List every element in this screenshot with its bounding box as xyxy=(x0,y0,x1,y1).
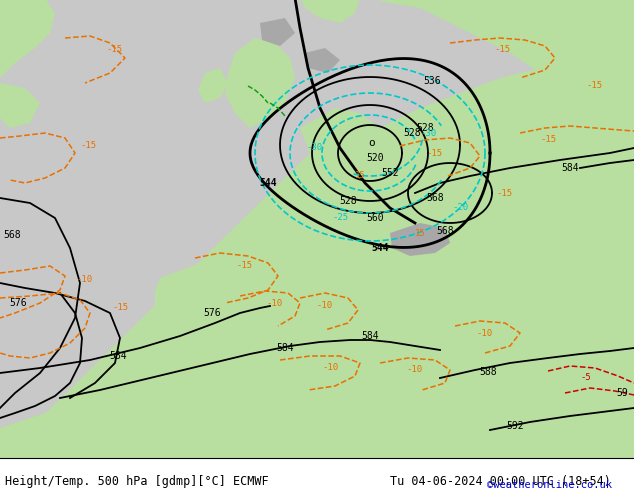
Polygon shape xyxy=(300,0,360,23)
Polygon shape xyxy=(305,48,340,73)
Text: 588: 588 xyxy=(479,367,497,377)
Text: -10: -10 xyxy=(477,328,493,338)
Polygon shape xyxy=(260,18,295,46)
Polygon shape xyxy=(225,38,295,128)
Text: 544: 544 xyxy=(259,178,277,188)
Text: -30: -30 xyxy=(307,144,323,152)
Text: 568: 568 xyxy=(426,193,444,203)
Polygon shape xyxy=(0,83,40,128)
Polygon shape xyxy=(198,68,228,103)
Text: Height/Temp. 500 hPa [gdmp][°C] ECMWF: Height/Temp. 500 hPa [gdmp][°C] ECMWF xyxy=(5,474,269,488)
Text: -30: -30 xyxy=(420,128,436,138)
Text: 520: 520 xyxy=(366,153,384,163)
Text: -15: -15 xyxy=(80,142,96,150)
Text: 59: 59 xyxy=(616,388,628,398)
Text: 544: 544 xyxy=(371,243,389,253)
Text: 584: 584 xyxy=(109,351,127,361)
Text: -25: -25 xyxy=(332,214,348,222)
Text: 584: 584 xyxy=(561,163,579,173)
Text: 528: 528 xyxy=(416,123,434,133)
Text: 15: 15 xyxy=(415,228,425,238)
Polygon shape xyxy=(370,0,634,118)
Text: -10: -10 xyxy=(322,364,338,372)
Text: 576: 576 xyxy=(9,298,27,308)
Text: 528: 528 xyxy=(403,128,421,138)
Text: 15: 15 xyxy=(354,172,365,180)
Text: -15: -15 xyxy=(540,136,556,145)
Text: -15: -15 xyxy=(497,189,513,197)
Polygon shape xyxy=(390,223,450,256)
Text: 576: 576 xyxy=(203,308,221,318)
Text: 528: 528 xyxy=(339,196,357,206)
Text: Tu 04-06-2024 00:00 UTC (18+54): Tu 04-06-2024 00:00 UTC (18+54) xyxy=(390,474,611,488)
Polygon shape xyxy=(300,108,380,163)
Text: 584: 584 xyxy=(276,343,294,353)
Text: -15: -15 xyxy=(587,81,603,91)
Text: 536: 536 xyxy=(423,76,441,86)
Text: o: o xyxy=(368,138,375,148)
Text: -10: -10 xyxy=(77,275,93,285)
Text: -15: -15 xyxy=(495,46,511,54)
Text: -10: -10 xyxy=(267,298,283,308)
Text: ©weatheronline.co.uk: ©weatheronline.co.uk xyxy=(487,480,612,490)
Text: -10: -10 xyxy=(407,366,423,374)
Polygon shape xyxy=(265,183,450,298)
Text: -15: -15 xyxy=(107,46,123,54)
Text: 584: 584 xyxy=(361,331,378,341)
Polygon shape xyxy=(0,48,634,458)
Text: -10: -10 xyxy=(317,301,333,311)
Text: -15: -15 xyxy=(112,303,128,313)
Text: -20: -20 xyxy=(452,203,468,213)
Polygon shape xyxy=(155,258,295,348)
Text: 592: 592 xyxy=(506,421,524,431)
Text: -15: -15 xyxy=(237,262,253,270)
Text: 568: 568 xyxy=(3,230,21,240)
Text: -5: -5 xyxy=(581,373,592,383)
Text: 552: 552 xyxy=(381,168,399,178)
Text: 568: 568 xyxy=(436,226,454,236)
Text: -15: -15 xyxy=(427,148,443,157)
Text: 560: 560 xyxy=(366,213,384,223)
Polygon shape xyxy=(0,0,55,78)
